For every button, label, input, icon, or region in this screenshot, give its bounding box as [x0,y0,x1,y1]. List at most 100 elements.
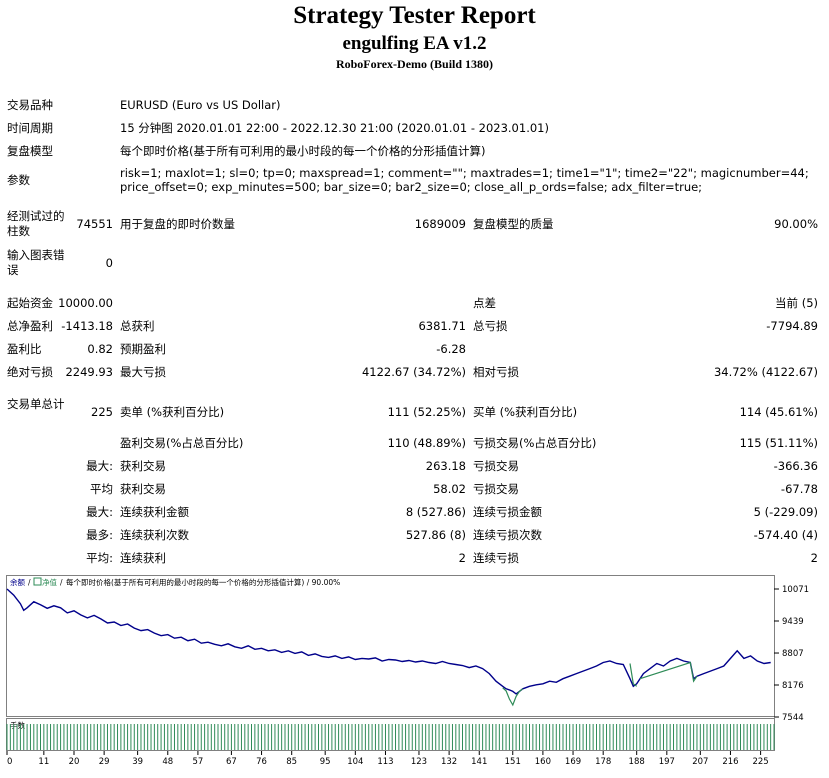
y-tick-label: 8176 [782,681,804,691]
y-tick-label: 8807 [782,649,804,659]
short-positions-label: 卖单 (%获利百分比) [120,405,225,419]
avg-loss-label: 亏损交易 [473,482,519,496]
max-drawdown-label: 最大亏损 [120,365,166,379]
y-tick-label: 9439 [782,617,804,627]
x-tick-label: 225 [752,757,768,767]
x-tick-label: 67 [226,757,237,767]
x-tick-label: 197 [659,757,675,767]
ea-name: engulfing EA v1.2 [342,33,487,54]
abs-drawdown-label: 绝对亏损 [7,365,53,379]
x-tick-label: 11 [38,757,49,767]
gross-loss-label: 总亏损 [473,319,508,333]
deposit-value: 10000.00 [58,296,113,310]
loss-trades-label: 亏损交易(%占总百分比) [473,436,597,450]
model-value: 每个即时价格(基于所有可利用的最小时段的每一个价格的分形插值计算) [120,144,486,158]
average-prefix: 平均 [90,482,113,496]
legend-equity-icon [33,577,42,586]
profit-factor-label: 盈利比 [7,342,42,356]
largest-profit-value: 263.18 [425,459,466,473]
largest-profit-label: 获利交易 [120,459,166,473]
x-tick-label: 188 [629,757,645,767]
x-tick-label: 169 [565,757,581,767]
params-label: 参数 [7,173,30,187]
lots-bars [6,724,775,750]
report-title: Strategy Tester Report [293,2,536,29]
x-tick-label: 207 [692,757,708,767]
bars-label: 经测试过的柱数 [7,209,65,238]
avg-cons-losses-label: 连续亏损 [473,551,519,565]
y-tick-label: 10071 [782,585,809,595]
max-cons-profit-label: 连续获利次数 [120,528,189,542]
max-cons-loss-label: 连续亏损次数 [473,528,542,542]
x-tick-label: 39 [132,757,143,767]
gross-profit-label: 总获利 [120,319,155,333]
max-cons-wins-label: 连续获利金额 [120,505,189,519]
ticks-label: 用于复盘的即时价数量 [120,217,235,231]
x-tick-label: 141 [471,757,487,767]
x-axis-ticks: 0 11 20 29 39 48 57 67 76 85 95 104 113 123 132 141 151 1… [6,751,769,767]
largest-loss-label: 亏损交易 [473,459,519,473]
legend-equity-text: 净值 [42,577,57,587]
y-tick-label: 7544 [782,713,804,723]
gross-profit-value: 6381.71 [418,319,466,333]
ticks-value: 1689009 [414,217,466,231]
abs-drawdown-value: 2249.93 [65,365,113,379]
max-cons-loss-value: -574.40 (4) [753,528,818,542]
long-positions-label: 买单 (%获利百分比) [473,405,578,419]
period-value: 15 分钟图 2020.01.01 22:00 - 2022.12.30 21:… [120,121,549,135]
avg-loss-value: -67.78 [780,482,818,496]
total-trades-value: 225 [91,405,113,419]
period-label: 时间周期 [7,121,53,135]
y-axis-ticks: 10071 9439 8807 8176 7544 [774,585,809,723]
avg-profit-value: 58.02 [433,482,466,496]
chart-legend: 余额 / 净值 / 每个即时价格(基于所有可利用的最小时段的每一个价格的分形插值… [10,577,340,587]
rel-drawdown-value: 34.72% (4122.67) [713,365,818,379]
avg-profit-label: 获利交易 [120,482,166,496]
x-tick-label: 123 [411,757,427,767]
max-cons-profit-value: 527.86 (8) [405,528,466,542]
short-positions-value: 111 (52.25%) [387,405,466,419]
errors-label: 输入图表错误 [7,248,65,277]
server-build: RoboForex-Demo (Build 1380) [335,57,494,71]
avg-cons-losses-value: 2 [810,551,818,565]
total-trades-label: 交易单总计 [7,397,65,411]
net-profit-label: 总净盈利 [7,319,53,333]
legend-sep-2: / [60,578,63,587]
x-tick-label: 95 [320,757,331,767]
main-plot-frame [6,575,775,717]
model-label: 复盘模型 [7,144,53,158]
x-tick-label: 178 [595,757,611,767]
errors-value: 0 [105,256,113,270]
profit-trades-value: 110 (48.89%) [387,436,466,450]
gross-loss-value: -7794.89 [766,319,818,333]
max-cons-losses-label: 连续亏损金额 [473,505,542,519]
deposit-label: 起始资金 [7,296,53,310]
equity-line [629,663,638,687]
x-tick-label: 160 [535,757,551,767]
x-tick-label: 104 [347,757,363,767]
profit-factor-value: 0.82 [87,342,113,356]
x-tick-label: 29 [99,757,110,767]
max-drawdown-value: 4122.67 (34.72%) [361,365,466,379]
equity-series [502,661,698,707]
symbol-label: 交易品种 [7,98,53,112]
equity-line [639,661,698,683]
profit-trades-label: 盈利交易(%占总百分比) [120,436,244,450]
quality-label: 复盘模型的质量 [473,217,554,231]
largest-loss-value: -366.36 [773,459,818,473]
x-tick-label: 151 [505,757,521,767]
x-tick-label: 113 [377,757,393,767]
expected-payoff-value: -6.28 [436,342,466,356]
x-tick-label: 132 [441,757,457,767]
spread-label: 点差 [473,296,496,310]
maximal-prefix: 最多: [86,528,113,542]
x-tick-label: 76 [256,757,267,767]
lots-plot-frame [6,718,775,751]
bars-value: 74551 [76,217,113,231]
x-tick-label: 57 [192,757,203,767]
max-cons-wins-value: 8 (527.86) [405,505,466,519]
long-positions-value: 114 (45.61%) [739,405,818,419]
equity-line [502,687,524,707]
x-tick-label: 48 [162,757,173,767]
net-profit-value: -1413.18 [61,319,113,333]
